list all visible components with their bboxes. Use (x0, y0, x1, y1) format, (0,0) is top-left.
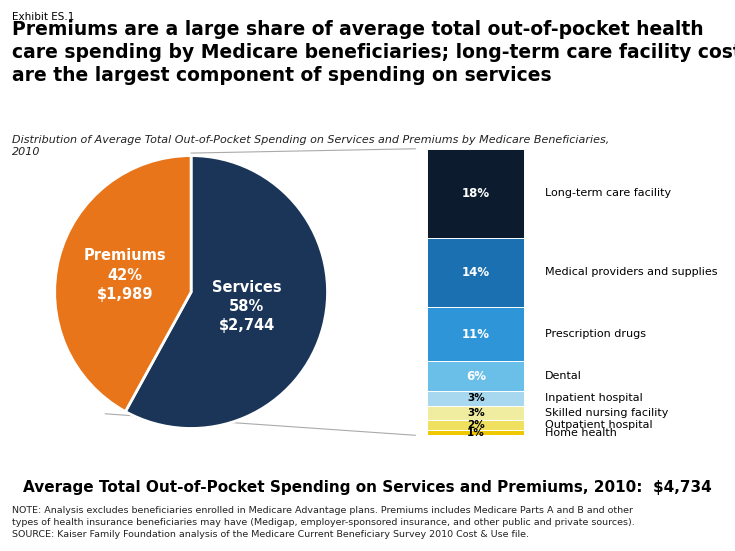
Text: Home health: Home health (545, 428, 617, 438)
Text: 3%: 3% (467, 408, 485, 418)
Text: Services
58%
$2,744: Services 58% $2,744 (212, 279, 282, 333)
Text: FOUNDATION: FOUNDATION (654, 534, 701, 539)
Wedge shape (54, 155, 191, 412)
Text: 3%: 3% (467, 393, 485, 403)
Text: Outpatient hospital: Outpatient hospital (545, 420, 653, 430)
Text: THE HENRY J.: THE HENRY J. (654, 495, 701, 500)
Text: Average Total Out-of-Pocket Spending on Services and Premiums, 2010:  $4,734: Average Total Out-of-Pocket Spending on … (23, 480, 712, 495)
Text: Premiums are a large share of average total out-of-pocket health
care spending b: Premiums are a large share of average to… (12, 20, 735, 85)
Text: 6%: 6% (466, 370, 486, 382)
Text: Distribution of Average Total Out-of-Pocket Spending on Services and Premiums by: Distribution of Average Total Out-of-Poc… (12, 135, 609, 158)
Text: Exhibit ES.1: Exhibit ES.1 (12, 12, 74, 22)
Text: FAMILY: FAMILY (662, 520, 694, 529)
Bar (427, 237, 524, 307)
Bar (427, 430, 524, 435)
Bar (427, 361, 524, 391)
Text: Prescription drugs: Prescription drugs (545, 329, 646, 339)
Wedge shape (126, 155, 328, 429)
Text: Premiums
42%
$1,989: Premiums 42% $1,989 (84, 249, 166, 302)
Text: 11%: 11% (462, 327, 490, 341)
Text: Dental: Dental (545, 371, 582, 381)
Text: Skilled nursing facility: Skilled nursing facility (545, 408, 669, 418)
Bar (427, 307, 524, 361)
Bar (427, 420, 524, 430)
Bar (427, 149, 524, 237)
Text: 18%: 18% (462, 187, 490, 199)
Text: Kaiser: Kaiser (653, 504, 703, 518)
Bar (427, 406, 524, 420)
Text: 2%: 2% (467, 420, 485, 430)
Text: NOTE: Analysis excludes beneficiaries enrolled in Medicare Advantage plans. Prem: NOTE: Analysis excludes beneficiaries en… (12, 506, 634, 539)
Text: 1%: 1% (467, 428, 485, 438)
Text: Medical providers and supplies: Medical providers and supplies (545, 267, 718, 277)
Text: 14%: 14% (462, 266, 490, 279)
Text: Inpatient hospital: Inpatient hospital (545, 393, 643, 403)
Text: Long-term care facility: Long-term care facility (545, 188, 672, 198)
Bar (427, 391, 524, 406)
